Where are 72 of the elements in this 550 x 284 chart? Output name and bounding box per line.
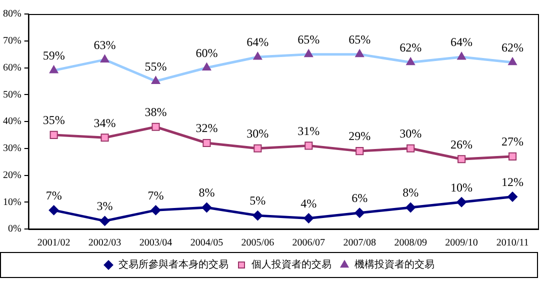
data-label: 59% xyxy=(42,48,65,63)
data-label: 62% xyxy=(502,40,524,55)
point xyxy=(202,202,212,212)
data-label: 38% xyxy=(144,105,167,120)
x-tick-label: 2009/10 xyxy=(445,238,478,249)
data-label: 27% xyxy=(502,134,524,149)
point xyxy=(100,134,109,142)
data-label: 3% xyxy=(96,199,113,214)
data-label: 29% xyxy=(348,129,371,144)
data-label: 60% xyxy=(196,46,218,60)
y-tick-label: 30% xyxy=(2,143,22,154)
y-tick-label: 70% xyxy=(2,36,22,46)
data-label: 64% xyxy=(450,35,473,50)
y-tick-label: 0% xyxy=(8,224,22,235)
data-label: 34% xyxy=(94,116,116,130)
x-tick-label: 2001/02 xyxy=(37,238,70,249)
data-label: 62% xyxy=(400,40,422,55)
point xyxy=(152,122,160,131)
point xyxy=(202,138,211,148)
data-label: 8% xyxy=(402,186,419,200)
y-tick-label: 10% xyxy=(2,196,22,208)
x-tick-label: 2007/08 xyxy=(343,238,376,249)
point xyxy=(304,213,314,224)
point xyxy=(458,155,466,164)
data-label: 32% xyxy=(196,121,218,136)
x-tick-label: 2004/05 xyxy=(190,238,224,249)
x-tick-label: 2008/09 xyxy=(394,238,427,249)
x-tick-label: 2006/07 xyxy=(292,238,326,249)
x-tick-label: 2005/06 xyxy=(241,238,274,249)
point xyxy=(406,202,416,212)
data-label: 65% xyxy=(298,32,320,46)
x-tick-label: 2003/04 xyxy=(139,238,172,249)
legend-label: 個人投資者的交易 xyxy=(252,258,332,271)
legend-label: 機構投資者的交易 xyxy=(354,258,434,271)
point xyxy=(48,205,59,216)
data-label: 5% xyxy=(250,194,266,208)
data-label: 8% xyxy=(198,186,215,200)
y-tick-label: 50% xyxy=(2,89,22,100)
data-label: 4% xyxy=(300,196,317,210)
data-label: 10% xyxy=(450,180,473,194)
point xyxy=(508,192,518,202)
data-label: 30% xyxy=(246,126,269,141)
data-label: 6% xyxy=(352,191,368,206)
point xyxy=(50,130,58,139)
point xyxy=(100,216,110,226)
point xyxy=(508,152,517,160)
legend-label: 交易所參與者本身的交易 xyxy=(118,258,228,271)
point xyxy=(150,205,161,216)
data-label: 7% xyxy=(148,188,164,202)
data-label: 55% xyxy=(144,59,167,74)
data-label: 26% xyxy=(450,137,473,152)
data-label: 35% xyxy=(42,113,65,128)
point xyxy=(354,208,365,218)
y-tick-label: 20% xyxy=(2,170,22,181)
y-tick-label: 40% xyxy=(2,116,22,128)
point xyxy=(406,144,415,152)
y-tick-label: 80% xyxy=(2,8,22,20)
data-label: 30% xyxy=(400,126,422,141)
point xyxy=(252,210,263,221)
data-label: 31% xyxy=(298,124,320,138)
data-label: 12% xyxy=(502,174,524,189)
data-label: 7% xyxy=(46,188,62,202)
data-label: 63% xyxy=(94,38,116,52)
point xyxy=(356,147,364,156)
point xyxy=(304,142,313,150)
x-tick-label: 2010/11 xyxy=(496,238,529,249)
point xyxy=(254,144,262,152)
y-tick-label: 60% xyxy=(2,62,22,74)
point xyxy=(456,197,467,208)
data-label: 65% xyxy=(348,32,371,46)
x-tick-label: 2002/03 xyxy=(88,238,122,249)
data-label: 64% xyxy=(246,35,269,50)
